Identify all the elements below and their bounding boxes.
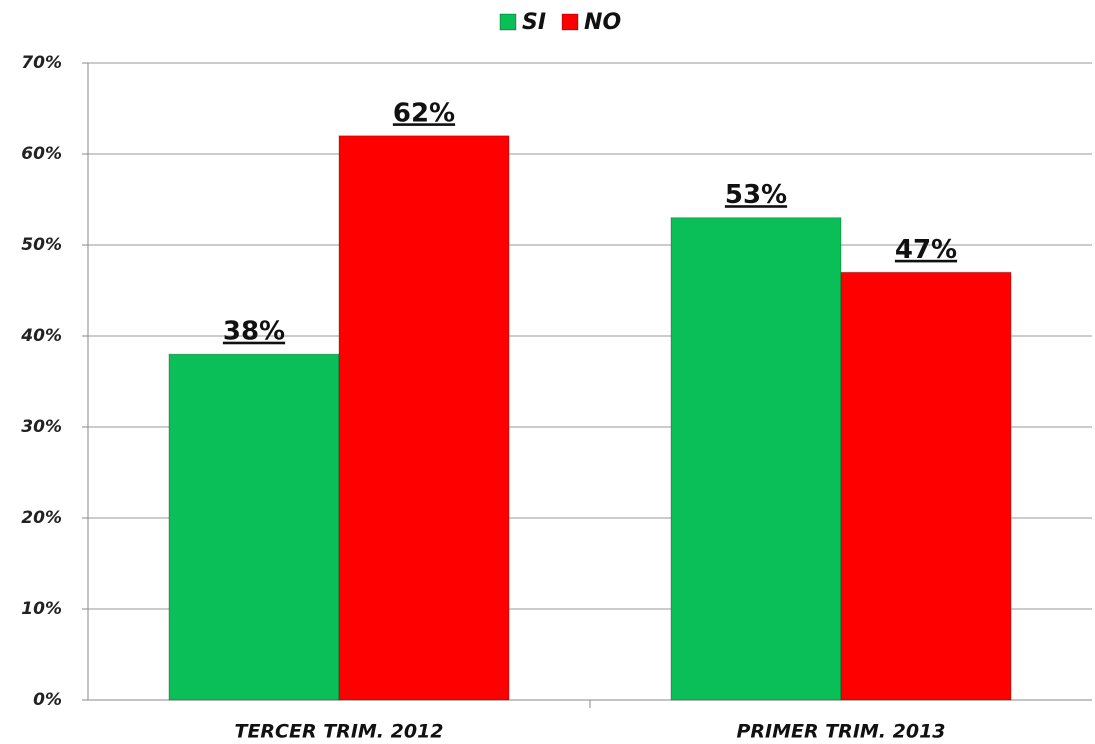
y-tick-label: 30% bbox=[21, 417, 62, 437]
bar bbox=[338, 135, 510, 701]
y-tick-label: 0% bbox=[33, 690, 62, 710]
bar bbox=[168, 353, 340, 701]
value-label: 62% bbox=[393, 98, 455, 128]
legend-label: SI bbox=[522, 10, 546, 35]
value-label: 47% bbox=[895, 235, 957, 265]
y-tick-label: 60% bbox=[21, 144, 62, 164]
y-tick-label: 10% bbox=[21, 599, 62, 619]
x-tick-label: TERCER TRIM. 2012 bbox=[234, 721, 443, 743]
legend-label: NO bbox=[584, 10, 621, 35]
bar bbox=[840, 271, 1012, 701]
legend-swatch bbox=[561, 13, 579, 31]
value-label: 53% bbox=[725, 180, 787, 210]
value-label: 38% bbox=[223, 317, 285, 347]
y-tick-label: 50% bbox=[21, 235, 62, 255]
bar bbox=[670, 217, 842, 701]
x-tick-label: PRIMER TRIM. 2013 bbox=[736, 721, 945, 743]
y-tick-label: 40% bbox=[20, 326, 62, 346]
legend-swatch bbox=[499, 13, 517, 31]
y-tick-label: 70% bbox=[21, 53, 62, 73]
y-tick-label: 20% bbox=[21, 508, 62, 528]
